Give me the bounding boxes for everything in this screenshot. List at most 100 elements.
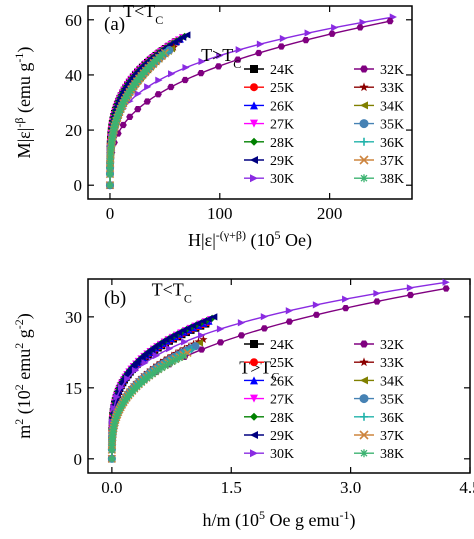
legend-label: 36K [380, 411, 404, 426]
legend-label: 30K [270, 447, 294, 462]
legend-marker [359, 357, 369, 367]
legend-label: 25K [270, 356, 294, 371]
legend-label: 29K [270, 154, 294, 169]
legend-label: 38K [380, 172, 404, 187]
data-point [114, 111, 122, 120]
legend-label: 36K [380, 136, 404, 151]
series-group [107, 278, 450, 463]
legend-marker [250, 358, 258, 367]
x-axis-label-part: Oe) [280, 230, 311, 251]
data-point [256, 40, 265, 48]
annotation-main: T<T [152, 280, 184, 300]
data-point [197, 346, 206, 353]
legend-marker [359, 155, 369, 165]
legend-marker [250, 340, 258, 348]
annotation-t-above: T>TC [201, 45, 241, 71]
y-axis-label-sup: 2 [12, 343, 26, 349]
data-point [342, 295, 350, 303]
legend-label: 27K [270, 393, 294, 408]
legend-label: 35K [380, 393, 404, 408]
legend-item-25K: 25K [244, 81, 294, 96]
x-tick-label: 100 [207, 204, 233, 223]
data-point [181, 338, 189, 346]
data-point [114, 409, 122, 418]
data-point [304, 29, 312, 37]
x-axis-label-sup: 5 [274, 228, 280, 242]
y-axis-label-part: emu [14, 349, 34, 385]
x-tick-label: 0.0 [101, 478, 122, 497]
legend-marker [250, 119, 258, 128]
data-point [113, 412, 121, 420]
legend-item-26K: 26K [244, 99, 294, 114]
y-axis-label-part: (emu g [14, 63, 35, 118]
legend-label: 34K [380, 374, 404, 389]
data-point [161, 362, 169, 370]
y-axis-label-sup: 2 [12, 419, 26, 425]
data-point [110, 127, 118, 135]
legend: 24K 25K 26K 27K 28K 29K 30K 32K 33K 34K 35K 36K 37K 3… [244, 63, 404, 187]
data-point [216, 339, 225, 346]
data-point [260, 325, 268, 332]
data-point [285, 307, 293, 315]
x-tick-label: 1.5 [221, 478, 242, 497]
data-point [152, 368, 160, 376]
data-point [155, 366, 163, 374]
data-point [107, 147, 115, 155]
data-point [121, 94, 130, 103]
legend-label: 25K [270, 81, 294, 96]
data-point [312, 311, 321, 318]
legend-marker [360, 101, 368, 110]
annotation-sub: C [271, 370, 279, 384]
legend-label: 37K [380, 429, 404, 444]
legend-marker [360, 137, 368, 146]
data-point [197, 69, 205, 77]
y-tick-label: 60 [65, 11, 82, 30]
legend-item-33K: 33K [354, 356, 404, 371]
y-axis-label-part: ) [14, 47, 35, 53]
data-point [113, 114, 121, 123]
legend-item-34K: 34K [354, 374, 404, 389]
x-axis-label-part: H|ε| [188, 230, 216, 250]
data-point [111, 417, 119, 425]
legend-label: 37K [380, 154, 404, 169]
data-point [154, 91, 162, 98]
data-point [112, 117, 120, 126]
legend-marker [360, 376, 368, 385]
x-axis-label: h/m (105 Oe g emu-1) [203, 508, 356, 531]
legend-marker [360, 340, 368, 348]
annotation-sub: C [184, 292, 192, 306]
data-point [110, 420, 119, 428]
panel-label: (a) [104, 14, 125, 35]
annotation-sub: C [233, 57, 241, 71]
data-point [168, 70, 176, 78]
legend-marker [359, 82, 369, 92]
data-point [237, 332, 246, 339]
data-point [260, 313, 268, 321]
data-point [106, 155, 114, 163]
data-point [106, 170, 114, 178]
data-point [406, 291, 415, 299]
data-point [155, 76, 163, 84]
legend: 24K 25K 26K 27K 28K 29K 30K 32K 33K 34K 35K 36K 37K 3… [244, 338, 404, 462]
data-point [108, 442, 116, 450]
data-point [187, 345, 196, 354]
data-point [208, 314, 216, 322]
series-26K [108, 317, 213, 463]
data-point [126, 113, 134, 120]
legend-marker [250, 174, 258, 183]
legend-label: 38K [380, 447, 404, 462]
y-tick-label: 0 [74, 450, 83, 469]
panel-b: 0.01.53.04.501530h/m (105 Oe g emu-1)m2 … [12, 278, 474, 531]
data-point [198, 57, 206, 66]
annotation-t-below: T<TC [152, 280, 192, 306]
data-point [277, 43, 285, 50]
data-point [216, 325, 225, 333]
y-tick-label: 20 [65, 121, 82, 140]
legend-marker [250, 65, 258, 73]
legend-item-26K: 26K [244, 374, 294, 389]
x-tick-label: 200 [317, 204, 343, 223]
data-point [199, 317, 207, 325]
legend-item-32K: 32K [354, 338, 404, 353]
data-point [356, 24, 364, 31]
